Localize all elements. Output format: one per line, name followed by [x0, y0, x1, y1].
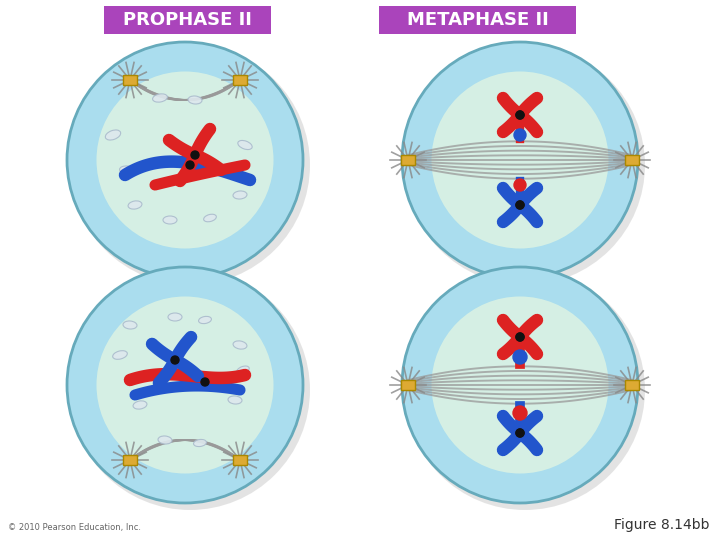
- Ellipse shape: [133, 401, 147, 409]
- Circle shape: [516, 201, 524, 209]
- FancyBboxPatch shape: [233, 455, 247, 465]
- Circle shape: [514, 129, 526, 141]
- Circle shape: [191, 151, 199, 159]
- FancyBboxPatch shape: [104, 6, 271, 34]
- Ellipse shape: [237, 366, 249, 374]
- Circle shape: [516, 429, 524, 437]
- Text: Figure 8.14bb: Figure 8.14bb: [614, 518, 710, 532]
- FancyBboxPatch shape: [625, 155, 639, 165]
- FancyBboxPatch shape: [123, 75, 137, 85]
- Ellipse shape: [194, 440, 207, 447]
- Ellipse shape: [123, 321, 137, 329]
- FancyBboxPatch shape: [123, 455, 137, 465]
- Circle shape: [171, 356, 179, 364]
- Ellipse shape: [233, 191, 247, 199]
- Ellipse shape: [70, 45, 310, 285]
- Ellipse shape: [168, 313, 182, 321]
- Ellipse shape: [405, 45, 645, 285]
- FancyBboxPatch shape: [233, 75, 247, 85]
- Ellipse shape: [199, 316, 212, 323]
- Circle shape: [514, 179, 526, 191]
- Ellipse shape: [105, 130, 121, 140]
- Ellipse shape: [113, 350, 127, 359]
- Ellipse shape: [402, 42, 638, 278]
- Circle shape: [516, 429, 524, 437]
- Circle shape: [186, 161, 194, 169]
- Ellipse shape: [405, 270, 645, 510]
- Ellipse shape: [128, 201, 142, 209]
- Ellipse shape: [67, 42, 303, 278]
- Ellipse shape: [96, 71, 274, 248]
- Circle shape: [513, 406, 527, 420]
- FancyBboxPatch shape: [401, 380, 415, 390]
- Circle shape: [516, 333, 524, 341]
- Ellipse shape: [431, 71, 608, 248]
- FancyBboxPatch shape: [625, 380, 639, 390]
- Ellipse shape: [158, 436, 172, 444]
- Text: METAPHASE II: METAPHASE II: [407, 11, 549, 29]
- Circle shape: [516, 111, 524, 119]
- Ellipse shape: [238, 140, 252, 150]
- FancyBboxPatch shape: [401, 155, 415, 165]
- Ellipse shape: [120, 166, 135, 174]
- Circle shape: [516, 111, 524, 119]
- Ellipse shape: [70, 270, 310, 510]
- Ellipse shape: [233, 341, 247, 349]
- FancyBboxPatch shape: [379, 6, 576, 34]
- Circle shape: [516, 333, 524, 341]
- Ellipse shape: [431, 296, 608, 474]
- Circle shape: [513, 350, 527, 364]
- Text: © 2010 Pearson Education, Inc.: © 2010 Pearson Education, Inc.: [8, 523, 141, 532]
- Ellipse shape: [67, 267, 303, 503]
- Ellipse shape: [188, 96, 202, 104]
- Ellipse shape: [204, 214, 216, 222]
- Ellipse shape: [228, 396, 242, 404]
- Ellipse shape: [153, 94, 168, 102]
- Ellipse shape: [163, 216, 177, 224]
- Text: PROPHASE II: PROPHASE II: [123, 11, 252, 29]
- Circle shape: [516, 201, 524, 209]
- Circle shape: [201, 378, 209, 386]
- Ellipse shape: [402, 267, 638, 503]
- Ellipse shape: [96, 296, 274, 474]
